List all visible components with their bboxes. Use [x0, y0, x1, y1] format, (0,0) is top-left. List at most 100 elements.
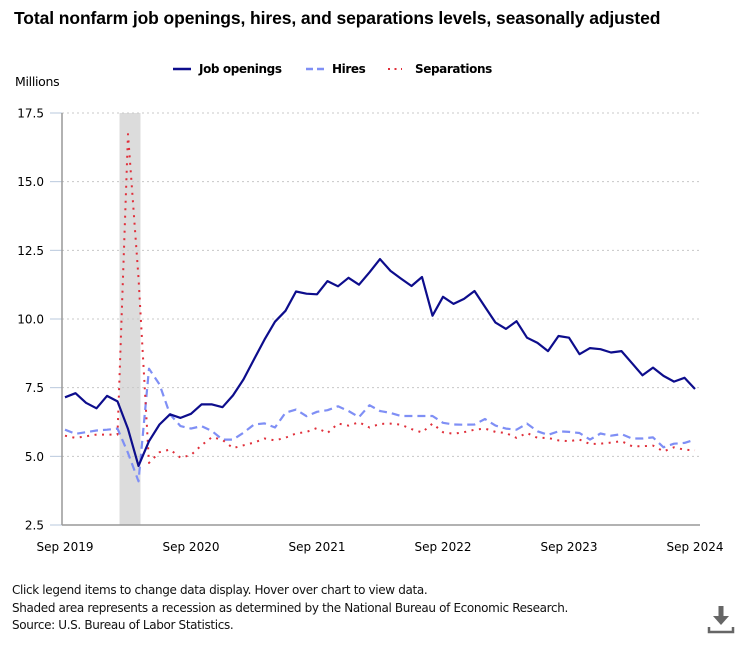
data-point-separations[interactable]	[587, 441, 593, 447]
data-point-job-openings[interactable]	[692, 386, 698, 392]
data-point-job-openings[interactable]	[356, 282, 362, 288]
data-point-separations[interactable]	[409, 426, 415, 432]
data-point-separations[interactable]	[608, 440, 614, 446]
data-point-separations[interactable]	[640, 443, 646, 449]
data-point-job-openings[interactable]	[251, 356, 257, 362]
data-point-hires[interactable]	[430, 413, 436, 419]
data-point-job-openings[interactable]	[619, 348, 625, 354]
data-point-separations[interactable]	[566, 438, 572, 444]
data-point-hires[interactable]	[314, 409, 320, 415]
data-point-separations[interactable]	[388, 421, 394, 427]
data-point-separations[interactable]	[178, 455, 184, 461]
data-point-separations[interactable]	[577, 437, 583, 443]
data-point-separations[interactable]	[283, 435, 289, 441]
data-point-hires[interactable]	[514, 427, 520, 433]
data-point-job-openings[interactable]	[188, 411, 194, 417]
data-point-job-openings[interactable]	[472, 288, 478, 294]
data-point-separations[interactable]	[115, 432, 121, 438]
data-point-job-openings[interactable]	[409, 283, 415, 289]
data-point-separations[interactable]	[146, 460, 152, 466]
data-point-job-openings[interactable]	[650, 365, 656, 371]
data-point-job-openings[interactable]	[167, 411, 173, 417]
data-point-job-openings[interactable]	[451, 301, 457, 307]
data-point-separations[interactable]	[125, 131, 131, 137]
data-point-job-openings[interactable]	[535, 340, 541, 346]
data-point-hires[interactable]	[272, 424, 278, 430]
data-point-job-openings[interactable]	[367, 269, 373, 275]
data-point-hires[interactable]	[251, 421, 257, 427]
data-point-job-openings[interactable]	[230, 392, 236, 398]
data-point-separations[interactable]	[514, 435, 520, 441]
data-point-job-openings[interactable]	[346, 275, 352, 281]
data-point-separations[interactable]	[692, 447, 698, 453]
data-point-hires[interactable]	[209, 428, 215, 434]
data-point-hires[interactable]	[409, 413, 415, 419]
data-point-separations[interactable]	[598, 441, 604, 447]
data-point-hires[interactable]	[283, 410, 289, 416]
data-point-separations[interactable]	[104, 432, 110, 438]
data-point-job-openings[interactable]	[314, 291, 320, 297]
data-point-job-openings[interactable]	[335, 283, 341, 289]
data-point-hires[interactable]	[556, 428, 562, 434]
data-point-job-openings[interactable]	[83, 400, 89, 406]
data-point-job-openings[interactable]	[640, 372, 646, 378]
data-point-separations[interactable]	[167, 446, 173, 452]
data-point-job-openings[interactable]	[482, 304, 488, 310]
data-point-job-openings[interactable]	[556, 333, 562, 339]
data-point-job-openings[interactable]	[661, 373, 667, 379]
data-point-separations[interactable]	[440, 429, 446, 435]
data-point-separations[interactable]	[503, 430, 509, 436]
data-point-separations[interactable]	[220, 437, 226, 443]
data-point-job-openings[interactable]	[104, 393, 110, 399]
legend-item-separations[interactable]: Separations	[386, 60, 492, 78]
data-point-hires[interactable]	[482, 416, 488, 422]
data-point-job-openings[interactable]	[430, 313, 436, 319]
chart-plot-area[interactable]: 2.5 5.0 7.5 10.0 12.5 15.0 17.5 Sep 2019 Sep 202…	[0, 95, 752, 565]
data-point-hires[interactable]	[566, 429, 572, 435]
data-point-hires[interactable]	[62, 427, 68, 433]
data-point-separations[interactable]	[482, 426, 488, 432]
data-point-job-openings[interactable]	[587, 345, 593, 351]
data-point-job-openings[interactable]	[73, 390, 79, 396]
data-point-hires[interactable]	[451, 421, 457, 427]
data-point-hires[interactable]	[440, 420, 446, 426]
data-point-separations[interactable]	[451, 431, 457, 437]
data-point-separations[interactable]	[556, 437, 562, 443]
data-point-job-openings[interactable]	[115, 398, 121, 404]
data-point-separations[interactable]	[157, 449, 163, 455]
data-point-separations[interactable]	[136, 275, 142, 281]
data-point-separations[interactable]	[419, 429, 425, 435]
data-point-separations[interactable]	[493, 429, 499, 435]
data-point-hires[interactable]	[619, 431, 625, 437]
data-point-job-openings[interactable]	[419, 274, 425, 280]
data-point-separations[interactable]	[325, 430, 331, 436]
data-point-separations[interactable]	[188, 452, 194, 458]
data-point-separations[interactable]	[461, 429, 467, 435]
data-point-job-openings[interactable]	[514, 318, 520, 324]
data-point-job-openings[interactable]	[598, 346, 604, 352]
data-point-job-openings[interactable]	[377, 256, 383, 262]
data-point-job-openings[interactable]	[293, 289, 299, 295]
data-point-hires[interactable]	[293, 407, 299, 413]
download-button[interactable]	[706, 603, 736, 635]
data-point-separations[interactable]	[73, 435, 79, 441]
data-point-hires[interactable]	[230, 437, 236, 443]
data-point-job-openings[interactable]	[272, 319, 278, 325]
data-point-hires[interactable]	[325, 407, 331, 413]
data-point-hires[interactable]	[262, 420, 268, 426]
data-point-job-openings[interactable]	[671, 379, 677, 385]
data-point-job-openings[interactable]	[577, 351, 583, 357]
data-point-hires[interactable]	[136, 478, 142, 484]
data-point-separations[interactable]	[230, 445, 236, 451]
data-point-job-openings[interactable]	[199, 401, 205, 407]
data-point-hires[interactable]	[178, 423, 184, 429]
data-point-separations[interactable]	[83, 433, 89, 439]
data-point-job-openings[interactable]	[629, 360, 635, 366]
data-point-separations[interactable]	[241, 442, 247, 448]
data-point-separations[interactable]	[661, 448, 667, 454]
data-point-separations[interactable]	[650, 443, 656, 449]
data-point-hires[interactable]	[629, 435, 635, 441]
data-point-separations[interactable]	[545, 435, 551, 441]
data-point-separations[interactable]	[304, 429, 310, 435]
data-point-job-openings[interactable]	[241, 376, 247, 382]
